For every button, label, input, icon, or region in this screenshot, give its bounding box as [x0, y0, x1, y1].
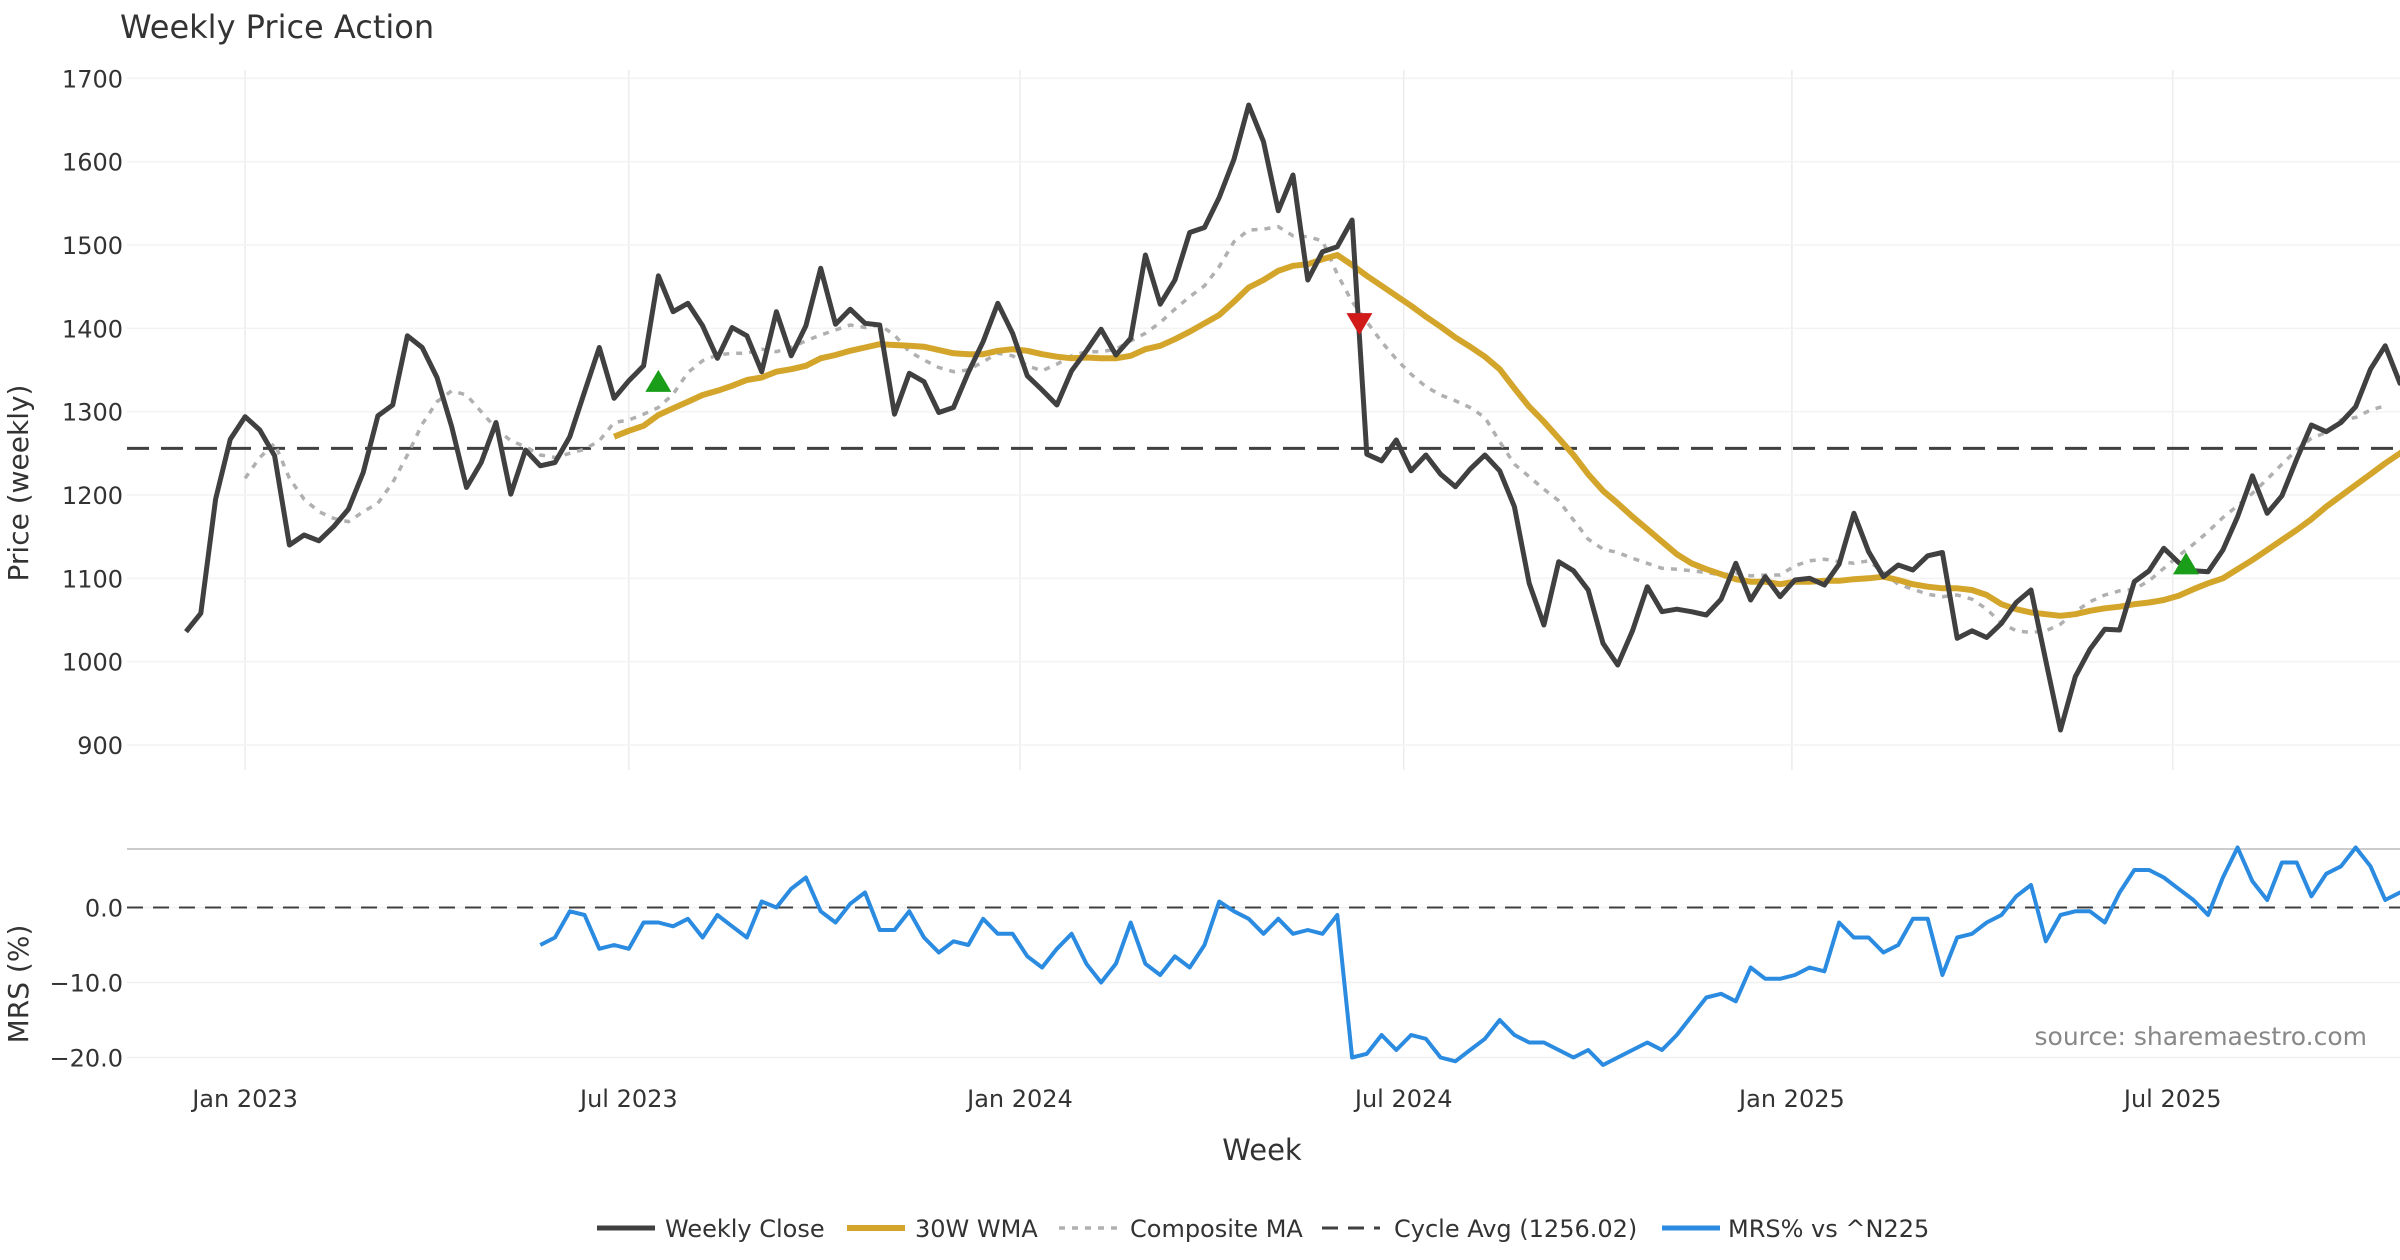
sell-signal-marker	[1346, 313, 1373, 336]
x-axis-label: Week	[1222, 1133, 1302, 1167]
series-mrs	[539, 845, 2400, 1067]
x-tick-label: Jan 2023	[190, 1085, 298, 1113]
mrs-y-tick-label: −10.0	[49, 970, 123, 998]
price-y-tick-label: 1700	[62, 65, 123, 93]
price-grid	[127, 70, 2400, 770]
signal-markers	[645, 313, 2199, 575]
buy-signal-marker	[645, 369, 672, 392]
price-y-ticks: 900 1000 1100 1200 1300 1400 1500 1600 1700	[62, 65, 123, 760]
price-y-axis-label: Price (weekly)	[2, 385, 35, 582]
x-tick-label: Jan 2025	[1737, 1085, 1845, 1113]
x-tick-label: Jan 2024	[965, 1085, 1073, 1113]
x-ticks: Jan 2023 Jul 2023 Jan 2024 Jul 2024 Jan 2025…	[190, 1085, 2221, 1113]
mrs-y-tick-label: −20.0	[49, 1045, 123, 1073]
chart-title: Weekly Price Action	[120, 8, 434, 46]
x-tick-label: Jul 2024	[1353, 1085, 1453, 1113]
source-annotation: source: sharemaestro.com	[2035, 1022, 2368, 1051]
price-y-tick-label: 1200	[62, 482, 123, 510]
series-weekly-close	[184, 102, 2400, 733]
price-y-tick-label: 1000	[62, 649, 123, 677]
price-y-tick-label: 1100	[62, 565, 123, 593]
price-y-tick-label: 1600	[62, 149, 123, 177]
price-y-tick-label: 1400	[62, 315, 123, 343]
buy-signal-marker	[2172, 552, 2199, 575]
x-tick-label: Jul 2023	[578, 1085, 678, 1113]
series-composite-ma	[243, 224, 2386, 635]
legend: Weekly Close 30W WMA Composite MA Cycle Avg…	[597, 1215, 1929, 1243]
price-y-tick-label: 1300	[62, 399, 123, 427]
mrs-y-ticks: 0.0 −10.0 −20.0	[49, 895, 123, 1073]
legend-label: Weekly Close	[665, 1215, 825, 1243]
legend-label: 30W WMA	[915, 1215, 1038, 1243]
legend-label: Cycle Avg (1256.02)	[1394, 1215, 1637, 1243]
legend-label: Composite MA	[1130, 1215, 1303, 1243]
price-y-tick-label: 900	[77, 732, 123, 760]
mrs-y-axis-label: MRS (%)	[2, 925, 35, 1044]
legend-label: MRS% vs ^N225	[1728, 1215, 1929, 1243]
mrs-y-tick-label: 0.0	[85, 895, 123, 923]
series-30w-wma	[612, 252, 2400, 619]
x-tick-label: Jul 2025	[2122, 1085, 2222, 1113]
price-y-tick-label: 1500	[62, 232, 123, 260]
